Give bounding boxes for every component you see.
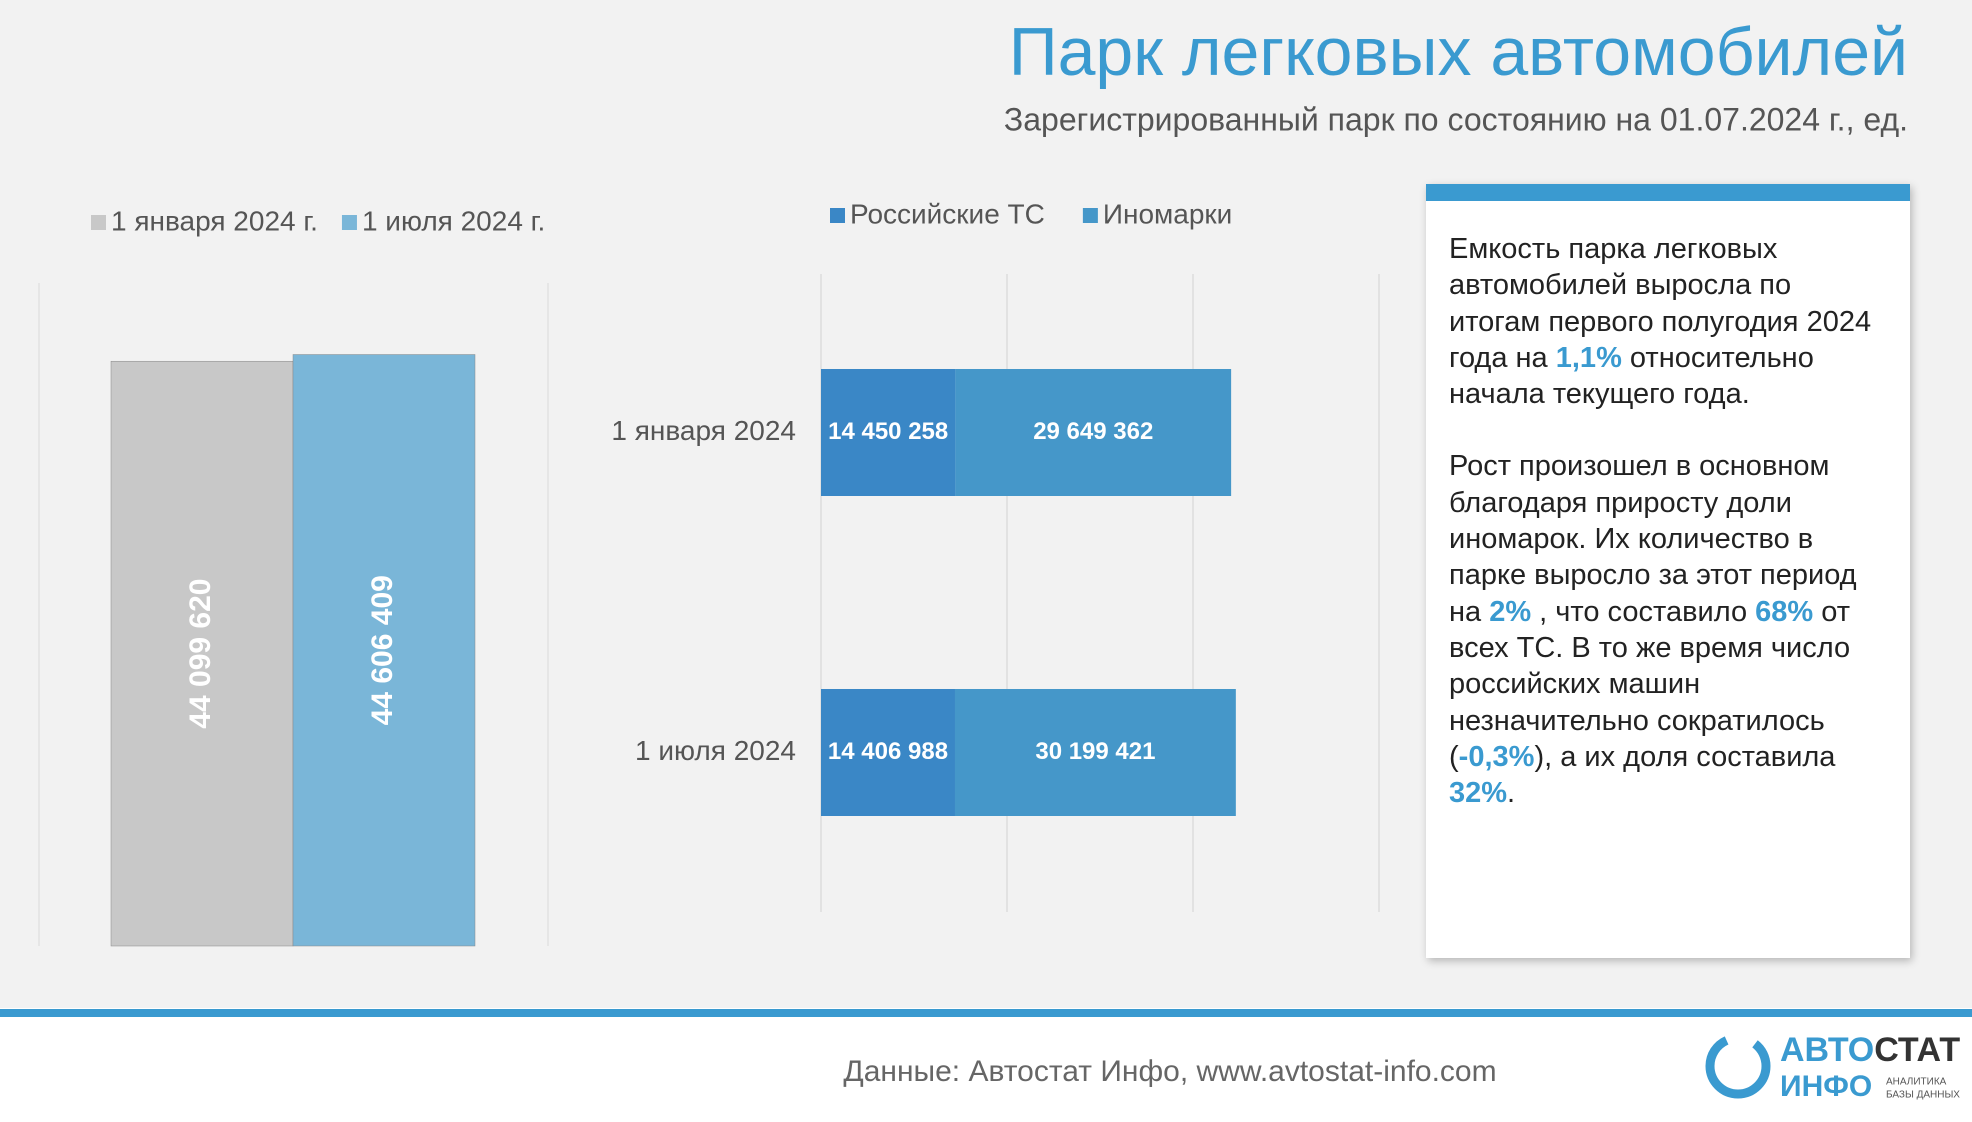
paragraph: Рост произошел в основном благодаря прир… <box>1449 448 1886 811</box>
y-tick-label: 1 июля 2024 <box>635 735 796 766</box>
logo-text: ИНФО <box>1780 1070 1872 1103</box>
bar-segment <box>954 689 1236 816</box>
logo-text: СТАТ <box>1874 1031 1960 1069</box>
text-run: от всех ТС. В то же время число российск… <box>1449 595 1851 773</box>
divider <box>0 1009 1972 1017</box>
legend-label: 1 июля 2024 г. <box>362 205 545 236</box>
text-run: относительно начала текущего года. <box>1449 341 1814 411</box>
data-label: 14 406 988 <box>828 738 948 765</box>
logo: АВТОСТАТ ИНФО АНАЛИТИКА БАЗЫ ДАННЫХ <box>1705 1031 1960 1103</box>
text-run: Емкость парка легковых автомобилей вырос… <box>1449 233 1872 374</box>
data-label: 30 199 421 <box>1035 738 1155 765</box>
data-label: 29 649 362 <box>1033 418 1153 445</box>
data-label: 44 099 620 <box>184 579 217 729</box>
legend-label: 1 января 2024 г. <box>111 205 318 236</box>
data-label: 14 450 258 <box>828 418 948 445</box>
legend-swatch <box>830 208 845 223</box>
legend-swatch <box>341 215 357 230</box>
paragraph: Емкость парка легковых автомобилей вырос… <box>1449 231 1886 412</box>
text-run: . <box>1507 777 1516 810</box>
bar-segment <box>821 369 956 496</box>
legend-swatch <box>1082 208 1098 223</box>
highlight: 68% <box>1755 595 1814 628</box>
logo-text: АВТО <box>1780 1031 1874 1069</box>
subtitle: Зарегистрированный парк по состоянию на … <box>1004 101 1908 137</box>
highlight: 32% <box>1449 777 1508 810</box>
text-panel: Емкость парка легковых автомобилей вырос… <box>1426 184 1910 958</box>
y-tick-label: 1 января 2024 <box>611 415 796 446</box>
logo-tagline: АНАЛИТИКА <box>1886 1077 1947 1088</box>
highlight: 1,1% <box>1555 341 1622 374</box>
bar-segment <box>955 369 1232 496</box>
text-run: , что составило <box>1531 595 1756 628</box>
legend-label: Иномарки <box>1103 198 1232 229</box>
text-run: Рост произошел в основном благодаря прир… <box>1449 450 1857 628</box>
legend-label: Российские ТС <box>850 198 1045 229</box>
logo-icon <box>1705 1033 1771 1099</box>
text-run: ), а их доля составила <box>1534 740 1836 773</box>
highlight: 2% <box>1489 595 1532 628</box>
title: Парк легковых автомобилей <box>1009 14 1908 90</box>
bar-segment <box>821 689 955 816</box>
legend-swatch <box>91 215 106 230</box>
highlight: -0,3% <box>1458 740 1535 773</box>
source: Данные: Автостат Инфо, www.avtostat-info… <box>843 1055 1496 1088</box>
bar <box>292 354 476 947</box>
logo-tagline: БАЗЫ ДАННЫХ <box>1886 1090 1960 1101</box>
data-label: 44 606 409 <box>366 575 399 725</box>
logo-text: АВТОСТАТ <box>1780 1031 1960 1069</box>
